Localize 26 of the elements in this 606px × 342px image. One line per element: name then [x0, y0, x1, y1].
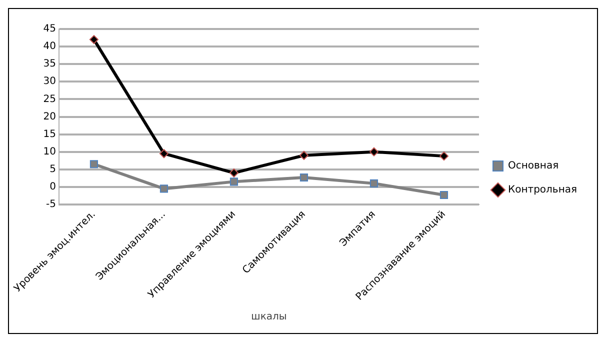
point — [230, 178, 238, 186]
y-tick-label: 30 — [43, 76, 56, 88]
point — [299, 150, 308, 160]
point — [439, 152, 448, 161]
y-tick-label: 25 — [43, 94, 56, 105]
y-tick-label: 35 — [43, 58, 56, 70]
point — [160, 184, 168, 193]
point — [369, 147, 378, 156]
point — [370, 179, 378, 188]
point — [440, 190, 448, 200]
x-axis-title: шкалы — [251, 312, 287, 323]
y-tick-label: 0 — [50, 182, 56, 193]
legend-label: Контрольная — [508, 184, 577, 196]
y-tick-label: 10 — [43, 146, 56, 158]
point — [89, 35, 98, 44]
point — [229, 168, 238, 178]
y-tick-label: 20 — [43, 111, 56, 122]
point — [300, 173, 308, 182]
y-tick-label: 5 — [50, 164, 56, 175]
y-tick-label: 45 — [43, 24, 56, 35]
y-tick-label: 15 — [43, 128, 56, 140]
y-tick-label: 40 — [43, 41, 56, 52]
point — [159, 149, 168, 158]
point — [90, 160, 98, 168]
y-tick-label: -5 — [46, 199, 56, 210]
legend-label: Основная — [508, 160, 559, 172]
